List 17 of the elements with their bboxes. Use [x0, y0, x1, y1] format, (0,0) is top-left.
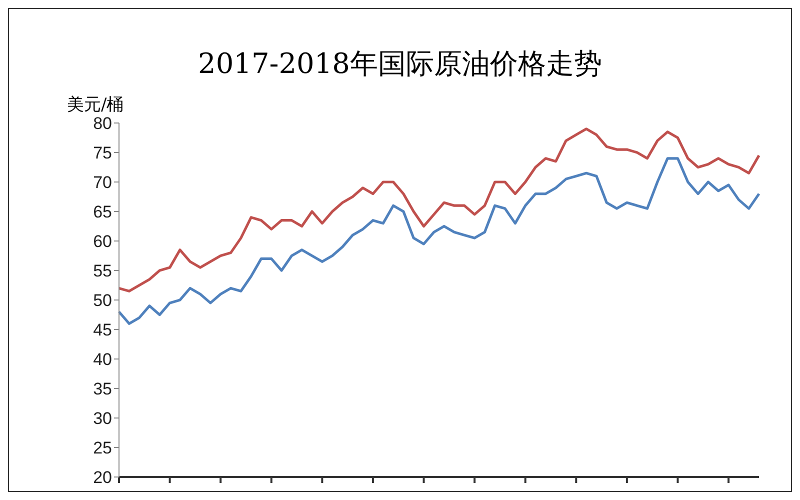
y-tick-label: 45 [93, 320, 112, 340]
y-axis-title: 美元/桶 [67, 94, 124, 116]
y-tick-label: 30 [93, 409, 112, 428]
line-series [118, 157, 760, 325]
y-tick-label: 25 [93, 438, 112, 458]
y-tick-label: 75 [93, 144, 112, 163]
y-tick-label: 80 [93, 114, 112, 134]
y-tick-label: 40 [93, 350, 112, 370]
y-tick-label: 65 [93, 202, 112, 222]
y-tick-label: 70 [93, 173, 112, 192]
y-tick-label: 35 [93, 380, 112, 399]
y-tick-label: 55 [93, 262, 112, 281]
line-series [118, 128, 760, 292]
y-tick-label: 20 [93, 468, 112, 488]
y-tick-label: 60 [93, 232, 112, 252]
chart-title: 2017-2018年国际原油价格走势 [197, 46, 603, 82]
y-tick-label: 50 [93, 291, 112, 310]
